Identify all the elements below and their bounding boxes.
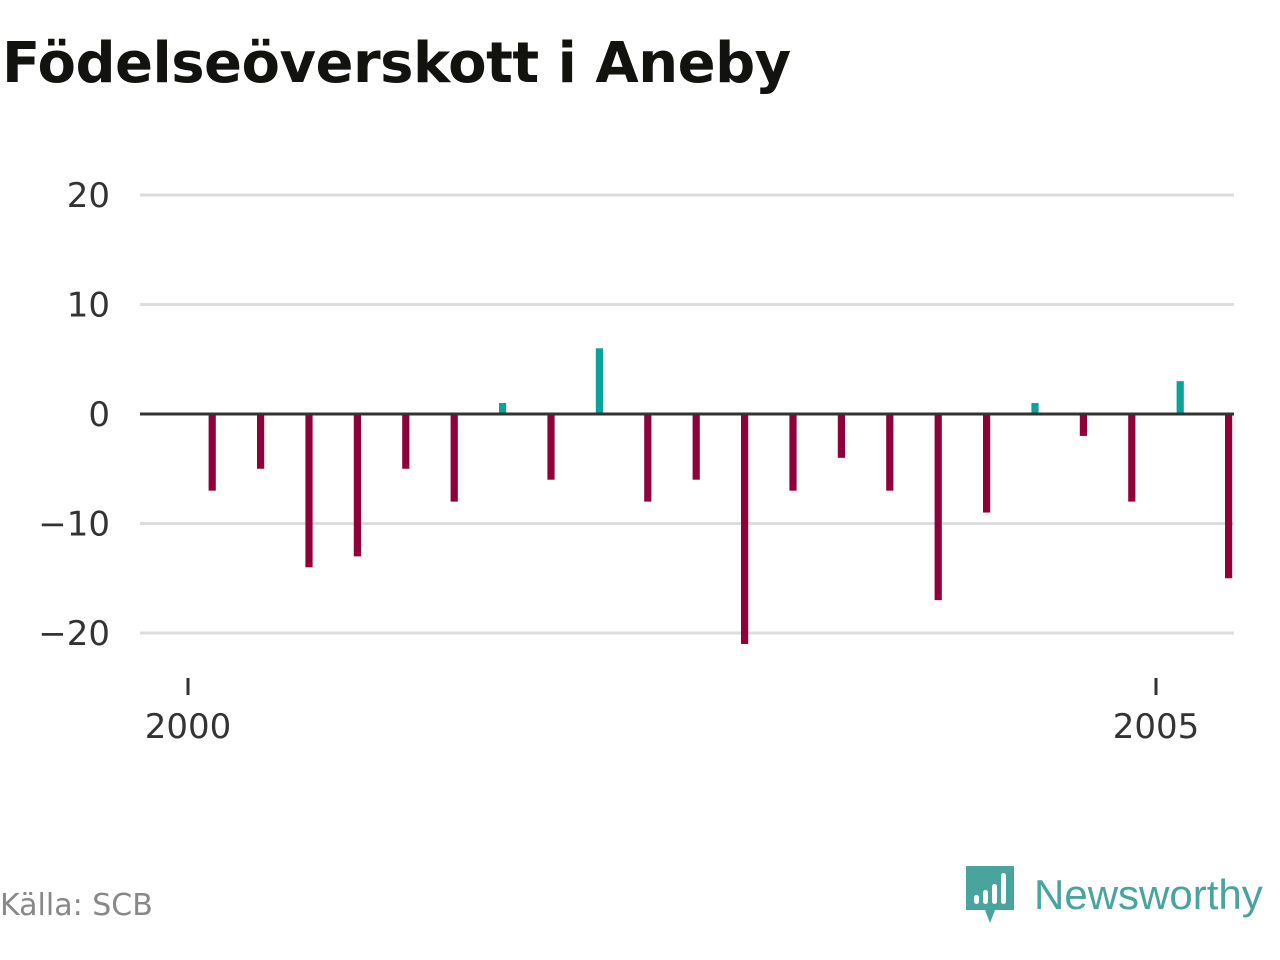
x-tick-label: 2000 xyxy=(145,707,232,747)
bar-negative xyxy=(257,414,265,469)
bar-negative xyxy=(450,414,458,502)
x-tick-label: 2005 xyxy=(1113,707,1200,747)
bar-negative xyxy=(353,414,361,557)
bar-negative xyxy=(692,414,700,480)
bar-positive xyxy=(1176,381,1184,414)
bar-negative xyxy=(1128,414,1136,502)
y-tick-label: 0 xyxy=(88,395,110,435)
bar-negative xyxy=(837,414,845,458)
y-tick-label: −20 xyxy=(38,614,110,654)
y-tick-label: 10 xyxy=(67,286,110,326)
bar-negative xyxy=(402,414,410,469)
source-credit: Källa: SCB xyxy=(0,888,153,923)
bar-negative xyxy=(789,414,797,491)
y-axis-tick-labels: 20 10 0 −10 −20 xyxy=(38,176,110,654)
bar-positive xyxy=(595,348,603,414)
bar-negative xyxy=(983,414,991,513)
newsworthy-logo-icon xyxy=(966,866,1014,923)
bar-negative xyxy=(886,414,894,491)
newsworthy-logo: Newsworthy xyxy=(964,864,1263,926)
chart-title: Födelseöverskott i Aneby xyxy=(2,31,791,96)
bar-negative xyxy=(1079,414,1087,436)
grid-lines xyxy=(140,193,1234,635)
y-tick-label: −10 xyxy=(38,505,110,545)
bar-negative xyxy=(934,414,942,601)
brand-name: Newsworthy xyxy=(1034,871,1263,918)
bar-negative xyxy=(644,414,652,502)
bar-negative xyxy=(208,414,216,491)
x-axis-ticks: 200020052010201520202025 xyxy=(145,678,1200,747)
bar-positive xyxy=(499,403,507,414)
bar-negative xyxy=(305,414,313,568)
bar-negative xyxy=(741,414,749,644)
bar-positive xyxy=(1031,403,1039,414)
bar-negative xyxy=(1225,414,1233,579)
bar-negative xyxy=(547,414,555,480)
bar-series xyxy=(208,348,1233,644)
y-tick-label: 20 xyxy=(67,176,110,216)
